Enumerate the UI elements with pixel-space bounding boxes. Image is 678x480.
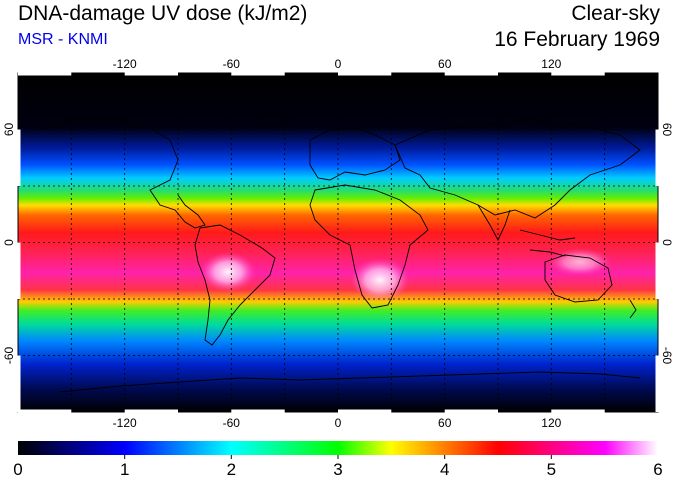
map-title: DNA-damage UV dose (kJ/m2)	[18, 2, 308, 25]
colorbar-label-3: 3	[333, 460, 342, 479]
lon-label-bottom-120: 120	[541, 416, 561, 430]
map-frame	[17, 72, 659, 413]
hotspot-africa	[350, 258, 410, 302]
graticule	[18, 73, 658, 412]
lon-label-top-120: 120	[541, 57, 561, 71]
lat-label-left-0: 0	[2, 239, 16, 246]
coastlines	[39, 95, 641, 393]
map-source: MSR - KNMI	[18, 31, 108, 48]
lon-label-bottom-minus120: -120	[113, 416, 137, 430]
lat-label-right-minus60: -60	[660, 347, 674, 365]
map-date: 16 February 1969	[494, 28, 660, 51]
lat-label-left-60: 60	[2, 123, 16, 137]
lat-label-right-60: 60	[660, 123, 674, 137]
lon-label-bottom-minus60: -60	[223, 416, 241, 430]
lat-label-left-minus60: -60	[2, 347, 16, 365]
colorbar	[18, 441, 658, 455]
lon-label-bottom-0: 0	[335, 416, 342, 430]
colorbar-label-4: 4	[440, 460, 449, 479]
colorbar-label-1: 1	[120, 460, 129, 479]
hotspot-south-america	[200, 252, 256, 292]
lon-label-top-0: 0	[335, 57, 342, 71]
lat-label-right-0: 0	[660, 239, 674, 246]
colorbar-label-2: 2	[227, 460, 236, 479]
lon-label-bottom-60: 60	[438, 416, 452, 430]
colorbar-ticks	[124, 455, 552, 459]
lon-label-top-minus120: -120	[113, 57, 137, 71]
colorbar-label-6: 6	[653, 460, 662, 479]
sky-condition: Clear-sky	[571, 2, 660, 25]
colorbar-label-5: 5	[547, 460, 556, 479]
lon-label-top-60: 60	[438, 57, 452, 71]
hotspot-australia	[548, 248, 612, 276]
colorbar-label-0: 0	[13, 460, 22, 479]
lon-label-top-minus60: -60	[223, 57, 241, 71]
